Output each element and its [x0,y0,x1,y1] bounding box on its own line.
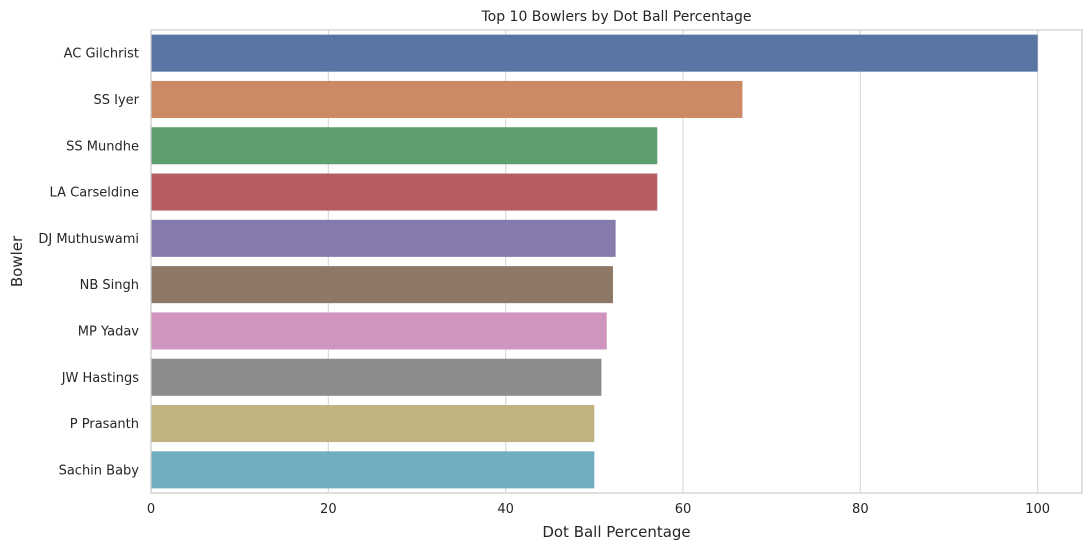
bar-la-carseldine [151,173,658,211]
bar-ss-mundhe [151,127,658,165]
x-tick-label: 40 [497,502,514,517]
bar-p-prasanth [151,405,595,443]
bar-ss-iyer [151,80,743,118]
bar-sachin-baby [151,451,595,489]
x-tick-label: 20 [320,502,337,517]
y-tick-labels: AC Gilchrist SS Iyer SS Mundhe LA Carseldin… [38,47,139,479]
x-tick-label: 80 [852,502,869,517]
y-tick-label: NB Singh [80,278,139,293]
x-axis-label: Dot Ball Percentage [542,523,690,541]
y-tick-label: JW Hastings [61,371,140,386]
plot-frame [150,29,1083,494]
y-tick-label: DJ Muthuswami [38,232,139,247]
y-axis-label: Bowler [8,235,26,287]
x-tick-label: 0 [147,502,155,517]
y-tick-label: P Prasanth [70,417,139,432]
bars [151,34,1038,489]
y-tick-label: SS Iyer [93,93,139,108]
x-tick-label: 60 [675,502,692,517]
y-tick-label: MP Yadav [78,324,140,339]
y-tick-label: AC Gilchrist [64,47,139,62]
x-tick-labels: 0 20 40 60 80 100 [147,502,1050,517]
bar-nb-singh [151,266,613,304]
chart-title: Top 10 Bowlers by Dot Ball Percentage [480,9,751,25]
bar-jw-hastings [151,358,602,396]
y-tick-label: LA Carseldine [50,186,139,201]
bar-dj-muthuswami [151,219,616,257]
x-tick-label: 100 [1025,502,1050,517]
y-tick-label: SS Mundhe [66,139,139,154]
bar-mp-yadav [151,312,607,350]
bar-ac-gilchrist [151,34,1038,72]
y-tick-label: Sachin Baby [59,463,140,478]
